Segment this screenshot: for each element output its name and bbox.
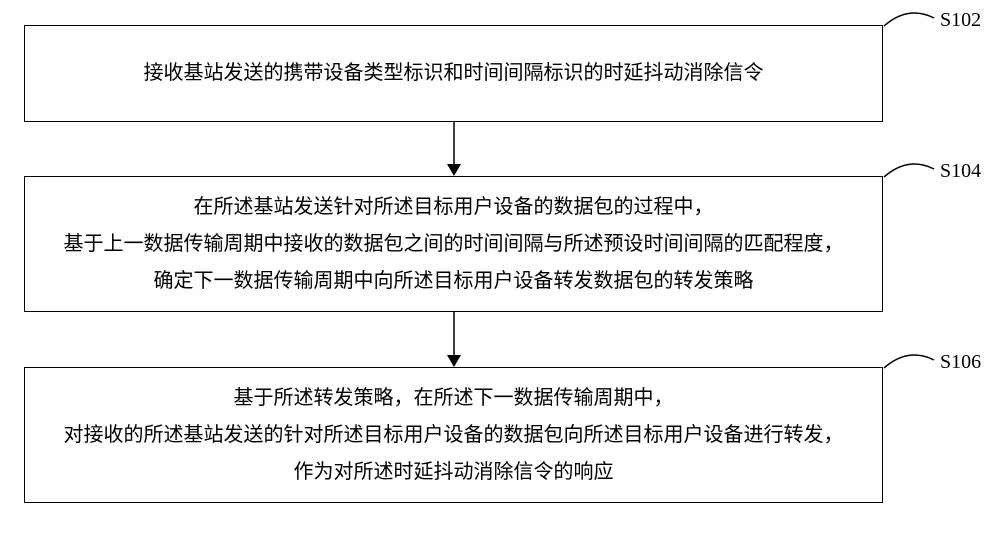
flow-step-s106: 基于所述转发策略，在所述下一数据传输周期中， 对接收的所述基站发送的针对所述目标… <box>24 367 883 503</box>
flow-arrow <box>447 312 461 367</box>
flow-step-text: 基于所述转发策略，在所述下一数据传输周期中， <box>234 380 674 417</box>
flow-step-s104: 在所述基站发送针对所述目标用户设备的数据包的过程中， 基于上一数据传输周期中接收… <box>24 176 883 312</box>
step-label-s106: S106 <box>940 351 981 374</box>
step-label-s102: S102 <box>940 9 981 32</box>
flow-step-text: 在所述基站发送针对所述目标用户设备的数据包的过程中， <box>194 189 714 226</box>
flow-step-text: 作为对所述时延抖动消除信令的响应 <box>294 454 614 491</box>
flow-step-s102: 接收基站发送的携带设备类型标识和时间间隔标识的时延抖动消除信令 <box>24 25 883 122</box>
flow-step-text: 确定下一数据传输周期中向所述目标用户设备转发数据包的转发策略 <box>154 263 754 300</box>
step-callout <box>882 345 936 370</box>
flowchart-canvas: 接收基站发送的携带设备类型标识和时间间隔标识的时延抖动消除信令 在所述基站发送针… <box>0 0 1000 541</box>
step-label-s104: S104 <box>940 160 981 183</box>
flow-step-text: 对接收的所述基站发送的针对所述目标用户设备的数据包向所述目标用户设备进行转发， <box>64 417 844 454</box>
flow-step-text: 基于上一数据传输周期中接收的数据包之间的时间间隔与所述预设时间间隔的匹配程度， <box>64 226 844 263</box>
step-callout <box>882 154 936 179</box>
flow-arrow <box>447 122 461 176</box>
step-callout <box>882 3 936 28</box>
flow-step-text: 接收基站发送的携带设备类型标识和时间间隔标识的时延抖动消除信令 <box>144 55 764 92</box>
